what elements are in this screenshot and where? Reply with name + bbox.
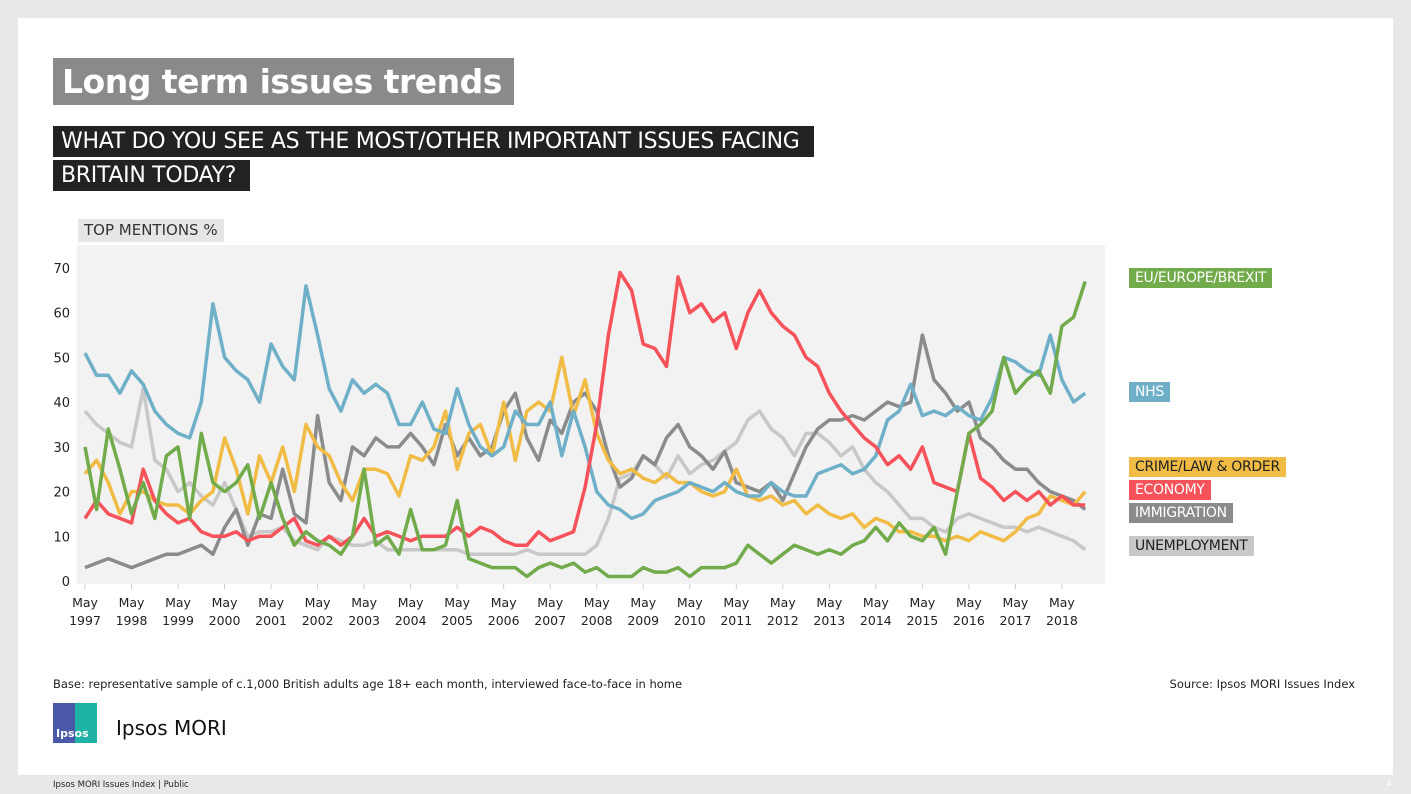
brand-name: Ipsos MORI bbox=[116, 716, 227, 740]
footer-strip: Ipsos MORI Issues Index | Public bbox=[53, 780, 189, 790]
x-tick-month: May bbox=[770, 595, 796, 610]
x-tick-year: 2011 bbox=[720, 613, 752, 628]
x-tick-year: 2012 bbox=[767, 613, 799, 628]
x-tick-month: May bbox=[258, 595, 284, 610]
x-tick-year: 2008 bbox=[581, 613, 613, 628]
x-tick-month: May bbox=[537, 595, 563, 610]
x-tick-year: 2009 bbox=[627, 613, 659, 628]
x-tick-month: May bbox=[398, 595, 424, 610]
y-tick-label: 20 bbox=[53, 486, 70, 501]
x-tick-year: 2004 bbox=[395, 613, 427, 628]
x-tick-year: 2005 bbox=[441, 613, 473, 628]
x-tick-year: 2016 bbox=[953, 613, 985, 628]
base-note: Base: representative sample of c.1,000 B… bbox=[53, 677, 683, 691]
y-tick-label: 30 bbox=[53, 441, 70, 456]
x-tick-year: 2018 bbox=[1046, 613, 1078, 628]
x-tick-year: 1997 bbox=[69, 613, 101, 628]
x-tick-month: May bbox=[723, 595, 749, 610]
y-tick-label: 50 bbox=[53, 351, 70, 366]
x-tick-month: May bbox=[491, 595, 517, 610]
logo-text: Ipsos bbox=[56, 727, 89, 740]
series-line-nhs bbox=[83, 284, 1087, 521]
x-tick-month: May bbox=[165, 595, 191, 610]
question-line-1: WHAT DO YOU SEE AS THE MOST/OTHER IMPORT… bbox=[53, 126, 814, 157]
x-tick-year: 2007 bbox=[534, 613, 566, 628]
x-tick-month: May bbox=[1002, 595, 1028, 610]
page-number: 4 bbox=[1386, 779, 1392, 789]
x-tick-year: 2006 bbox=[488, 613, 520, 628]
y-axis-label: TOP MENTIONS % bbox=[78, 219, 224, 242]
x-tick-month: May bbox=[305, 595, 331, 610]
legend-crime: CRIME/LAW & ORDER bbox=[1129, 457, 1286, 477]
x-tick-year: 2002 bbox=[302, 613, 334, 628]
x-tick-month: May bbox=[444, 595, 470, 610]
x-tick-year: 2015 bbox=[906, 613, 938, 628]
legend-economy: ECONOMY bbox=[1129, 480, 1211, 500]
x-tick-year: 2000 bbox=[209, 613, 241, 628]
x-tick-month: May bbox=[816, 595, 842, 610]
legend-immigration: IMMIGRATION bbox=[1129, 503, 1233, 523]
x-tick-month: May bbox=[677, 595, 703, 610]
x-tick-month: May bbox=[1049, 595, 1075, 610]
x-tick-year: 2013 bbox=[813, 613, 845, 628]
y-tick-label: 40 bbox=[53, 396, 70, 411]
x-tick-month: May bbox=[584, 595, 610, 610]
series-line-immigration bbox=[84, 333, 1087, 570]
x-tick-year: 1998 bbox=[116, 613, 148, 628]
x-tick-year: 2001 bbox=[255, 613, 287, 628]
x-tick-month: May bbox=[909, 595, 935, 610]
y-tick-label: 0 bbox=[62, 575, 70, 590]
legend-eu: EU/EUROPE/BREXIT bbox=[1129, 268, 1273, 288]
x-tick-month: May bbox=[863, 595, 889, 610]
x-tick-year: 2017 bbox=[999, 613, 1031, 628]
series-line-economy bbox=[83, 270, 1086, 547]
legend-nhs: NHS bbox=[1129, 382, 1170, 402]
x-tick-month: May bbox=[212, 595, 238, 610]
source-note: Source: Ipsos MORI Issues Index bbox=[1169, 677, 1355, 691]
ipsos-logo: Ipsos bbox=[53, 703, 97, 743]
page-title: Long term issues trends bbox=[53, 58, 514, 105]
series-line-crime-law-order bbox=[83, 355, 1087, 543]
series-line-eu-europe-brexit bbox=[83, 280, 1087, 579]
y-tick-label: 60 bbox=[53, 307, 70, 322]
y-tick-label: 10 bbox=[53, 530, 70, 545]
x-tick-month: May bbox=[72, 595, 98, 610]
x-tick-year: 2014 bbox=[860, 613, 892, 628]
x-tick-month: May bbox=[630, 595, 656, 610]
legend-unemployment: UNEMPLOYMENT bbox=[1129, 536, 1254, 556]
question-line-2: BRITAIN TODAY? bbox=[53, 160, 251, 191]
x-tick-month: May bbox=[351, 595, 377, 610]
x-tick-month: May bbox=[956, 595, 982, 610]
x-tick-year: 2003 bbox=[348, 613, 380, 628]
x-tick-month: May bbox=[119, 595, 145, 610]
x-tick-year: 2010 bbox=[674, 613, 706, 628]
y-tick-label: 70 bbox=[53, 262, 70, 277]
x-tick-year: 1999 bbox=[162, 613, 194, 628]
